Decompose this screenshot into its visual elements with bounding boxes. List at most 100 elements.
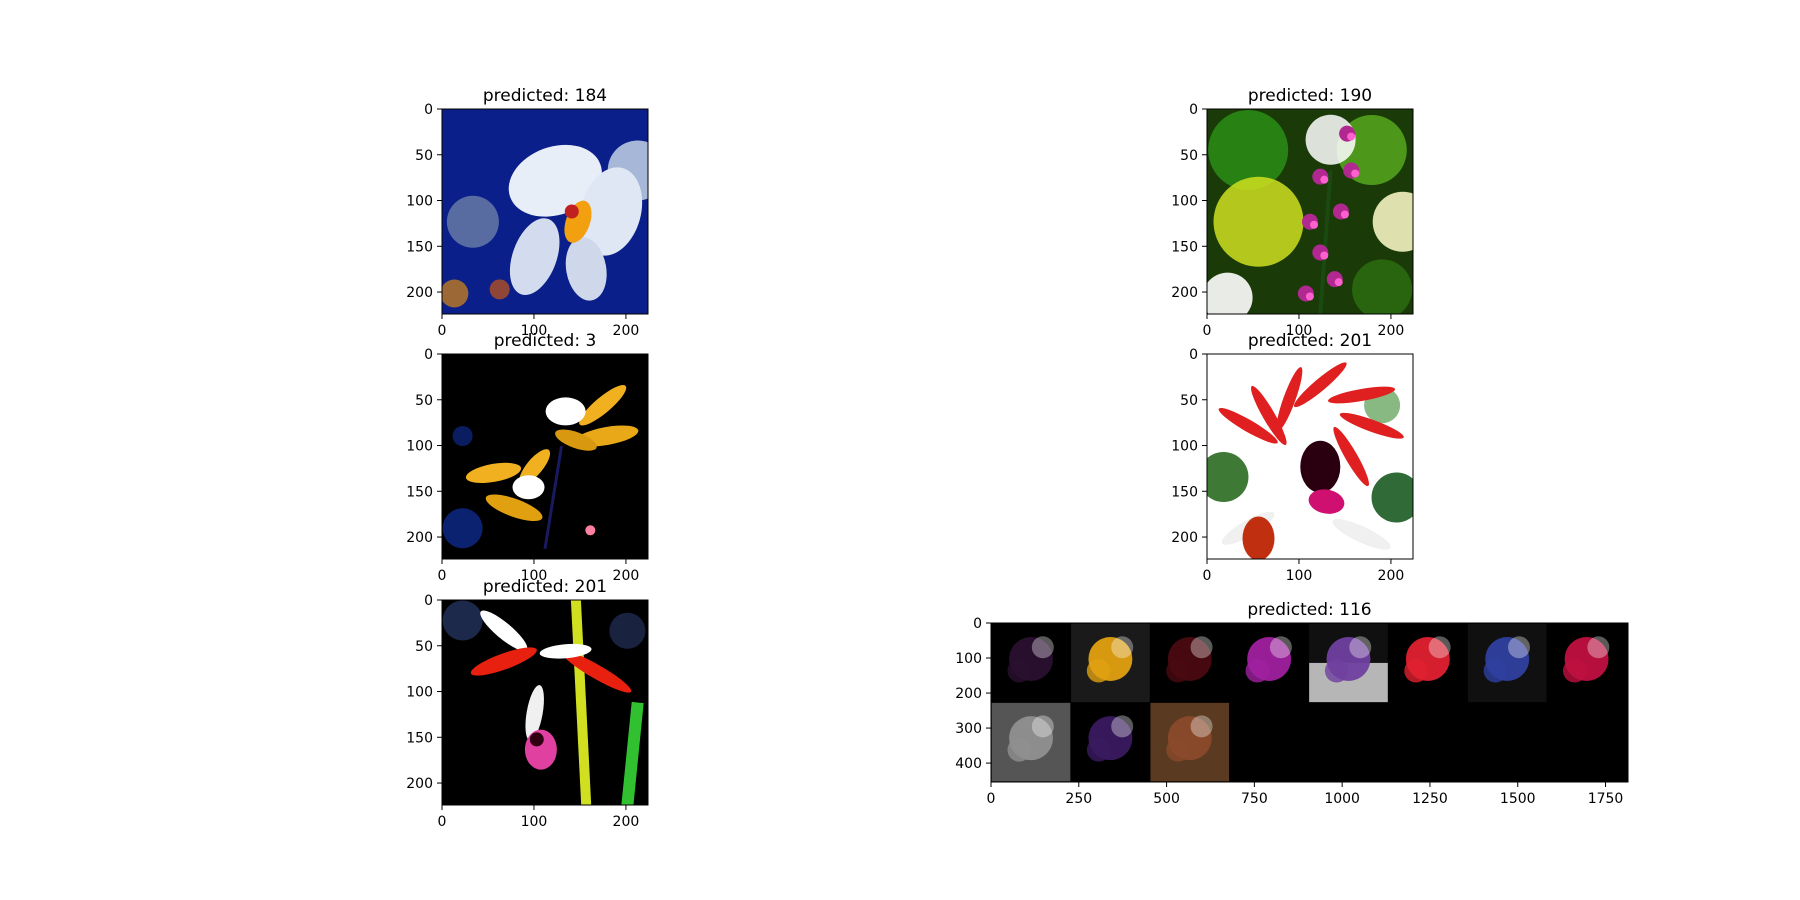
x-tick-label: 200 xyxy=(1378,568,1405,584)
axes-6: 0 250 500 750 1000 1250 1500 1750 0 100 200 300 400 p… xyxy=(955,600,1629,807)
axes-title: predicted: 116 xyxy=(1247,600,1371,620)
background-blue xyxy=(442,600,483,641)
x-tick-label: 200 xyxy=(613,814,640,830)
orchid-lip xyxy=(1308,489,1345,514)
image-panel xyxy=(442,600,648,805)
image-panel xyxy=(442,354,648,559)
image-panel xyxy=(1207,109,1413,314)
orchid-throat xyxy=(529,732,544,747)
y-tick-label: 400 xyxy=(955,756,982,772)
tile-highlight xyxy=(1508,636,1530,659)
axes-3: 0 100 200 0 50 100 150 200 predicted: 3 xyxy=(406,331,649,584)
axes-frame xyxy=(441,599,649,806)
image-tile xyxy=(1467,623,1547,703)
y-tick-label: 100 xyxy=(1171,194,1198,210)
y-tick-label: 200 xyxy=(1171,285,1198,301)
x-tick-label: 500 xyxy=(1153,791,1180,807)
x-tick-label: 200 xyxy=(613,323,640,339)
y-tick-label: 150 xyxy=(406,239,433,255)
tile-highlight xyxy=(1269,636,1292,659)
y-tick-label: 50 xyxy=(415,639,433,655)
purple-flower-highlight xyxy=(1340,210,1349,219)
white-petal xyxy=(480,610,528,651)
y-tick-label: 150 xyxy=(406,484,433,500)
axes-frame xyxy=(441,353,649,560)
tile-flower xyxy=(1245,659,1270,683)
axes-title: predicted: 3 xyxy=(494,331,597,351)
background-blue xyxy=(609,612,646,649)
tile-highlight xyxy=(1190,715,1213,738)
red-petal xyxy=(1293,362,1347,408)
tile-flower xyxy=(1324,659,1349,683)
stem xyxy=(1318,170,1333,314)
purple-flower-highlight xyxy=(1305,292,1314,301)
image-panel xyxy=(991,623,1628,782)
red-petal xyxy=(1251,385,1287,446)
y-tick-label: 0 xyxy=(1189,102,1198,118)
leaf xyxy=(621,701,644,805)
image-tile xyxy=(991,702,1071,782)
axes-title: predicted: 184 xyxy=(483,86,607,106)
petal xyxy=(579,167,643,256)
image-tile xyxy=(991,623,1071,703)
red-petal xyxy=(1339,412,1404,439)
purple-flower-highlight xyxy=(1320,175,1329,184)
y-tick-label: 0 xyxy=(424,593,433,609)
y-tick-label: 50 xyxy=(415,393,433,409)
y-tick-label: 100 xyxy=(1171,439,1198,455)
y-tick-label: 200 xyxy=(406,530,433,546)
image-tile xyxy=(1071,702,1150,782)
tile-flower xyxy=(1166,659,1190,683)
axes-frame xyxy=(1206,108,1414,315)
x-tick-label: 200 xyxy=(1378,323,1405,339)
petal xyxy=(485,494,543,522)
stem xyxy=(543,446,563,549)
y-tick-label: 50 xyxy=(415,148,433,164)
y-tick-label: 100 xyxy=(406,685,433,701)
tile-flower xyxy=(1007,738,1032,762)
foliage xyxy=(1371,472,1413,523)
bokeh xyxy=(1213,176,1304,267)
axes-5: 0 100 200 0 50 100 150 200 predicted: 201 xyxy=(406,577,649,830)
tile-flower xyxy=(1562,659,1587,683)
bokeh xyxy=(1207,272,1253,314)
x-tick-label: 100 xyxy=(521,323,548,339)
purple-flower-highlight xyxy=(1310,220,1318,229)
petal xyxy=(508,144,602,217)
background-flower xyxy=(446,195,499,248)
red-petal xyxy=(470,647,537,676)
y-tick-label: 0 xyxy=(424,347,433,363)
purple-flower-highlight xyxy=(1334,278,1343,287)
y-tick-label: 100 xyxy=(955,651,982,667)
tile-highlight xyxy=(1349,636,1372,659)
background-blue xyxy=(442,508,483,549)
x-tick-label: 0 xyxy=(1203,568,1212,584)
x-tick-label: 0 xyxy=(987,791,996,807)
red-petal xyxy=(1242,516,1275,559)
axes-1: 0 100 200 0 50 100 150 200 predicted: 184 xyxy=(406,86,649,339)
red-petal xyxy=(1276,367,1303,432)
orchid-lip-dark xyxy=(1300,440,1341,493)
background-bud xyxy=(489,279,510,300)
red-petal xyxy=(1328,386,1395,404)
purple-flower-highlight xyxy=(1351,169,1360,178)
axes-title: predicted: 190 xyxy=(1248,86,1372,106)
y-tick-label: 200 xyxy=(955,686,982,702)
image-panel xyxy=(442,109,648,314)
y-tick-label: 200 xyxy=(406,776,433,792)
image-tile xyxy=(1309,623,1388,703)
y-tick-label: 150 xyxy=(1171,239,1198,255)
y-tick-label: 50 xyxy=(1180,393,1198,409)
orchid-lip xyxy=(545,397,586,426)
x-tick-label: 100 xyxy=(521,814,548,830)
image-tile xyxy=(1388,623,1468,703)
axes-2: 0 100 200 0 50 100 150 200 predicted: 190 xyxy=(1171,86,1414,339)
tile-highlight xyxy=(1587,636,1610,659)
bokeh xyxy=(1372,191,1413,252)
tile-highlight xyxy=(1031,636,1054,659)
background-bud xyxy=(442,279,469,308)
y-tick-label: 0 xyxy=(973,616,982,632)
purple-flower-highlight xyxy=(1320,251,1329,260)
y-tick-label: 300 xyxy=(955,721,982,737)
